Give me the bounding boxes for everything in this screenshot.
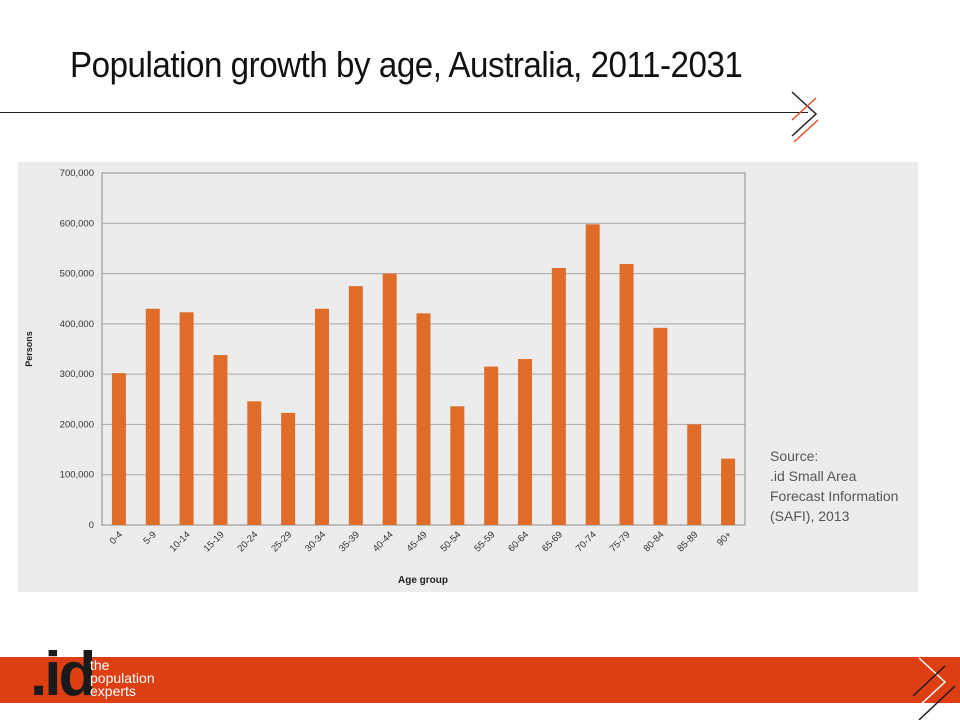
bar-30-34 (314, 308, 329, 525)
bar-65-69 (551, 268, 566, 525)
source-line: (SAFI), 2013 (770, 508, 850, 524)
y-tick-label: 500,000 (60, 269, 94, 280)
bars (111, 224, 736, 525)
bar-60-64 (518, 359, 533, 525)
y-axis-ticks: 0 100,000 200,000 300,000 400,000 500,000 600,… (60, 168, 94, 531)
y-tick-label: 700,000 (60, 168, 94, 179)
bar-15-19 (213, 355, 228, 525)
bar-10-14 (179, 312, 194, 525)
bar-35-39 (348, 286, 363, 525)
x-tick-label: 20-24 (235, 529, 260, 554)
bar-45-49 (416, 313, 431, 525)
x-tick-label: 45-49 (405, 529, 430, 554)
chevron-arrow-icon (912, 657, 956, 720)
y-tick-label: 0 (89, 520, 94, 531)
logo: .id (30, 640, 96, 709)
y-tick-label: 100,000 (60, 470, 94, 481)
tagline-line: experts (90, 683, 136, 699)
bar-80-84 (653, 327, 668, 525)
bar-90+ (721, 458, 736, 525)
source-line: .id Small Area (770, 468, 857, 484)
bar-70-74 (585, 224, 600, 525)
y-tick-label: 400,000 (60, 319, 94, 330)
x-tick-label: 30-34 (303, 529, 328, 554)
x-axis-label: Age group (398, 575, 448, 586)
chart-panel: 0 100,000 200,000 300,000 400,000 500,000 600,… (18, 162, 918, 592)
bar-5-9 (145, 308, 160, 525)
x-tick-label: 15-19 (202, 529, 227, 554)
y-tick-label: 300,000 (60, 369, 94, 380)
y-axis-label: Persons (24, 331, 34, 367)
bar-40-44 (382, 273, 397, 525)
x-tick-label: 0-4 (108, 529, 125, 546)
chevron-arrow-icon (791, 91, 819, 143)
bar-50-54 (450, 406, 465, 525)
x-tick-label: 40-44 (371, 529, 396, 554)
x-tick-label: 65-69 (540, 529, 565, 554)
x-tick-label: 85-89 (675, 529, 700, 554)
logo-tagline: the population experts (90, 657, 155, 699)
bar-55-59 (484, 366, 499, 525)
x-axis-ticks: 0-4 5-9 10-14 15-19 20-24 25-29 30-34 35-39 40-4… (108, 529, 735, 554)
bar-85-89 (687, 424, 702, 525)
tagline-line: the (90, 657, 110, 673)
source-line: Source: (770, 448, 819, 464)
source-line: Forecast Information (770, 488, 899, 504)
x-tick-label: 50-54 (438, 529, 463, 554)
x-tick-label: 80-84 (642, 529, 667, 554)
bar-0-4 (111, 373, 126, 525)
x-tick-label: 25-29 (269, 529, 294, 554)
bar-25-29 (281, 412, 296, 525)
x-tick-label: 5-9 (141, 529, 158, 546)
y-tick-label: 600,000 (60, 218, 94, 229)
x-tick-label: 35-39 (337, 529, 362, 554)
x-tick-label: 75-79 (608, 529, 633, 554)
footer-bar (0, 657, 960, 703)
source-note: Source: .id Small Area Forecast Informat… (770, 446, 898, 526)
y-tick-label: 200,000 (60, 419, 94, 430)
tagline-line: population (90, 670, 155, 686)
x-tick-label: 55-59 (472, 529, 497, 554)
x-tick-label: 10-14 (168, 529, 193, 554)
title-divider (0, 112, 808, 113)
slide-title: Population growth by age, Australia, 201… (70, 44, 743, 85)
bar-chart: 0 100,000 200,000 300,000 400,000 500,000 600,… (24, 168, 746, 586)
bar-75-79 (619, 264, 634, 525)
x-tick-label: 60-64 (506, 529, 531, 554)
x-tick-label: 90+ (715, 529, 734, 548)
x-tick-label: 70-74 (574, 529, 599, 554)
bar-20-24 (247, 401, 262, 525)
